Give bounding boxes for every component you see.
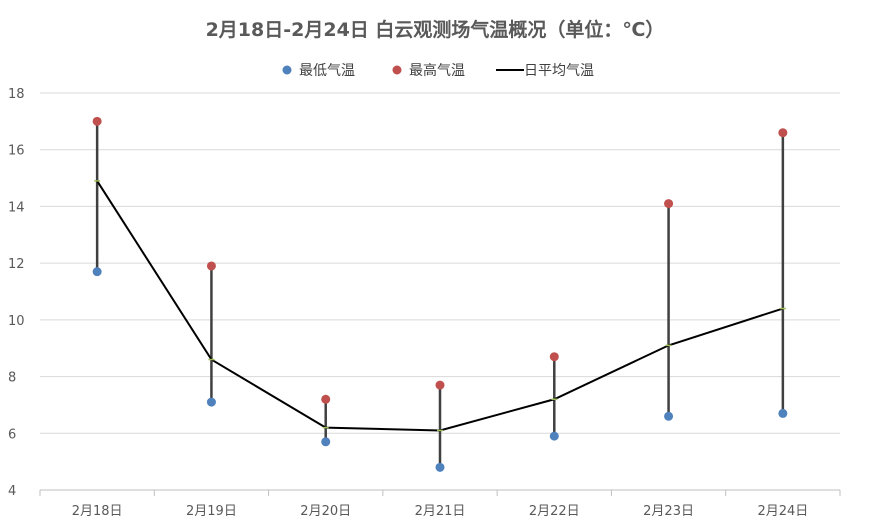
y-tick-label: 6 bbox=[8, 427, 16, 442]
legend-item-avg: 日平均气温 bbox=[496, 63, 594, 79]
legend-marker-min bbox=[282, 65, 292, 75]
legend-marker-max bbox=[392, 65, 402, 75]
min-temp-point bbox=[321, 437, 331, 447]
y-tick-label: 18 bbox=[8, 87, 25, 102]
min-temp-point bbox=[664, 411, 674, 421]
chart-title: 2月18日-2月24日 白云观测场气温概况（单位：℃） bbox=[206, 18, 665, 41]
grid bbox=[40, 92, 840, 434]
x-tick-label: 2月18日 bbox=[72, 504, 123, 519]
min-temp-point bbox=[549, 431, 559, 441]
y-tick-label: 4 bbox=[8, 484, 16, 499]
min-temp-point bbox=[206, 397, 216, 407]
max-temp-point bbox=[435, 380, 445, 390]
max-temp-point bbox=[549, 352, 559, 362]
min-temp-point bbox=[435, 462, 445, 472]
y-tick-label: 10 bbox=[8, 314, 25, 329]
legend: 最低气温 最高气温 日平均气温 bbox=[282, 62, 594, 79]
x-tick-label: 2月19日 bbox=[186, 504, 237, 519]
y-tick-label: 12 bbox=[8, 257, 25, 272]
y-axis: 4 6 8 10 12 14 16 18 bbox=[8, 87, 25, 499]
y-tick-label: 14 bbox=[8, 200, 25, 215]
max-series bbox=[92, 116, 788, 404]
min-temp-point bbox=[92, 267, 102, 277]
x-tick-label: 2月22日 bbox=[529, 504, 580, 519]
max-temp-point bbox=[778, 128, 788, 138]
max-temp-point bbox=[664, 199, 674, 209]
max-temp-point bbox=[321, 394, 331, 404]
legend-item-min: 最低气温 bbox=[282, 63, 355, 79]
legend-label-max: 最高气温 bbox=[409, 62, 465, 79]
legend-label-min: 最低气温 bbox=[299, 63, 355, 79]
legend-item-max: 最高气温 bbox=[392, 62, 465, 79]
min-series bbox=[92, 267, 788, 472]
x-axis: 2月18日 2月19日 2月20日 2月21日 2月22日 2月23日 2月24日 bbox=[39, 489, 841, 519]
max-temp-point bbox=[92, 116, 102, 126]
y-tick-label: 16 bbox=[8, 144, 25, 159]
avg-line-series bbox=[94, 180, 786, 432]
range-bars bbox=[95, 121, 785, 468]
min-temp-point bbox=[778, 408, 788, 418]
legend-label-avg: 日平均气温 bbox=[524, 63, 594, 79]
max-temp-point bbox=[206, 261, 216, 271]
x-tick-label: 2月21日 bbox=[415, 504, 466, 519]
x-tick-label: 2月24日 bbox=[757, 504, 808, 519]
x-tick-label: 2月23日 bbox=[643, 504, 694, 519]
x-tick-label: 2月20日 bbox=[300, 504, 351, 519]
y-tick-label: 8 bbox=[8, 371, 16, 386]
